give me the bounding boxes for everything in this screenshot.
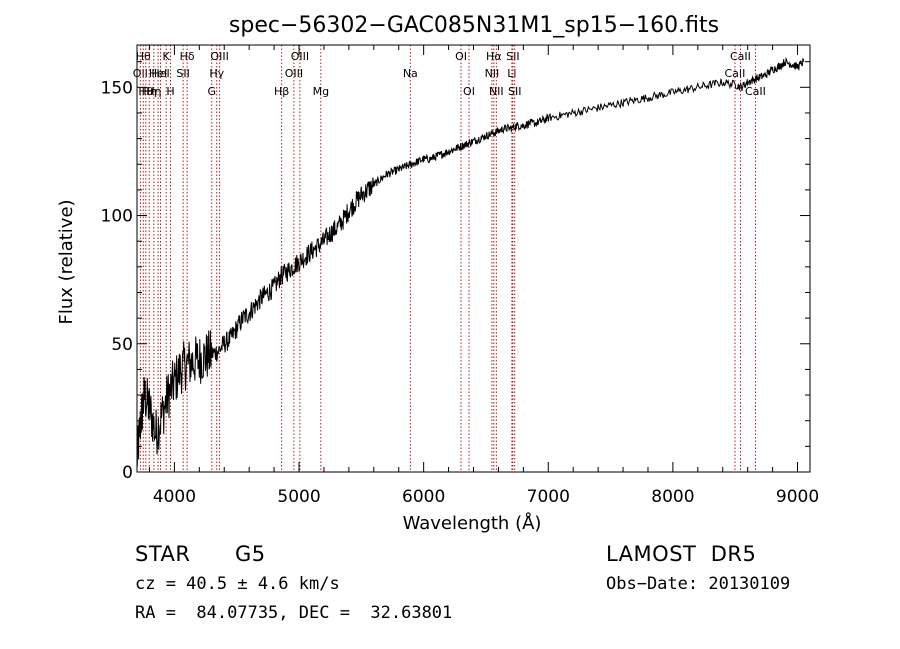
line-label: Hγ [209,67,224,80]
line-label: OIII [285,67,303,80]
line-label: CaII [745,85,766,98]
line-label: Hδ [180,50,195,63]
line-label: SII [176,67,189,80]
line-label: H [166,85,174,98]
line-label: HeI [149,67,167,80]
line-label: K [163,50,171,63]
line-label: NII [485,67,500,80]
line-label: OI [455,50,467,63]
x-tick-label: 9000 [776,487,819,507]
spectrum-series [136,56,805,467]
line-label: Mg [313,85,329,98]
y-tick-label: 0 [122,463,133,483]
line-label: NII [489,85,504,98]
x-tick-label: 5000 [277,487,320,507]
line-label: OIII [210,50,228,63]
chart-title: spec−56302−GAC085N31M1_sp15−160.fits [229,13,719,38]
line-label: SII [506,50,519,63]
object-subclass: G5 [235,542,266,566]
line-label: Hα [486,50,502,63]
spectrum-line [136,56,805,467]
y-tick-label: 150 [101,78,133,98]
x-axis-ticks: 4000 5000 6000 7000 8000 9000 [148,45,819,507]
y-axis-label: Flux (relative) [56,199,77,324]
line-label: Hη [142,85,157,98]
line-label: CaII [725,67,746,80]
line-label: CaII [730,50,751,63]
x-tick-label: 4000 [153,487,196,507]
survey-name: LAMOST DR5 [606,542,757,566]
line-label: Na [403,67,418,80]
line-label: OIII [291,50,309,63]
line-label: Hθ [138,85,153,98]
y-tick-label: 100 [101,207,133,227]
object-class: STAR [135,542,191,566]
plot-frame [136,44,811,473]
line-label: Hβ [274,85,289,98]
x-tick-label: 7000 [527,487,570,507]
line-label: Li [507,67,516,80]
spectral-line-markers: OIIHθHθHηHηHeIHeIKHSIIHδGHγOIIIHβOIIIOII… [133,45,766,472]
line-label: G [208,85,217,98]
line-label: SII [508,85,521,98]
y-axis-ticks: 0 50 100 150 [101,61,810,483]
line-label: Hθ [136,50,151,63]
y-tick-label: 50 [111,335,133,355]
line-label: Hη [146,85,161,98]
line-label: OI [463,85,475,98]
observation-date: Obs−Date: 20130109 [606,574,791,594]
x-axis-label: Wavelength (Å) [403,512,542,534]
coordinates: RA = 84.07735, DEC = 32.63801 [135,603,453,623]
line-label: HeI [151,67,169,80]
x-tick-label: 6000 [402,487,445,507]
redshift-value: cz = 40.5 ± 4.6 km/s [135,574,340,594]
x-tick-label: 8000 [651,487,694,507]
